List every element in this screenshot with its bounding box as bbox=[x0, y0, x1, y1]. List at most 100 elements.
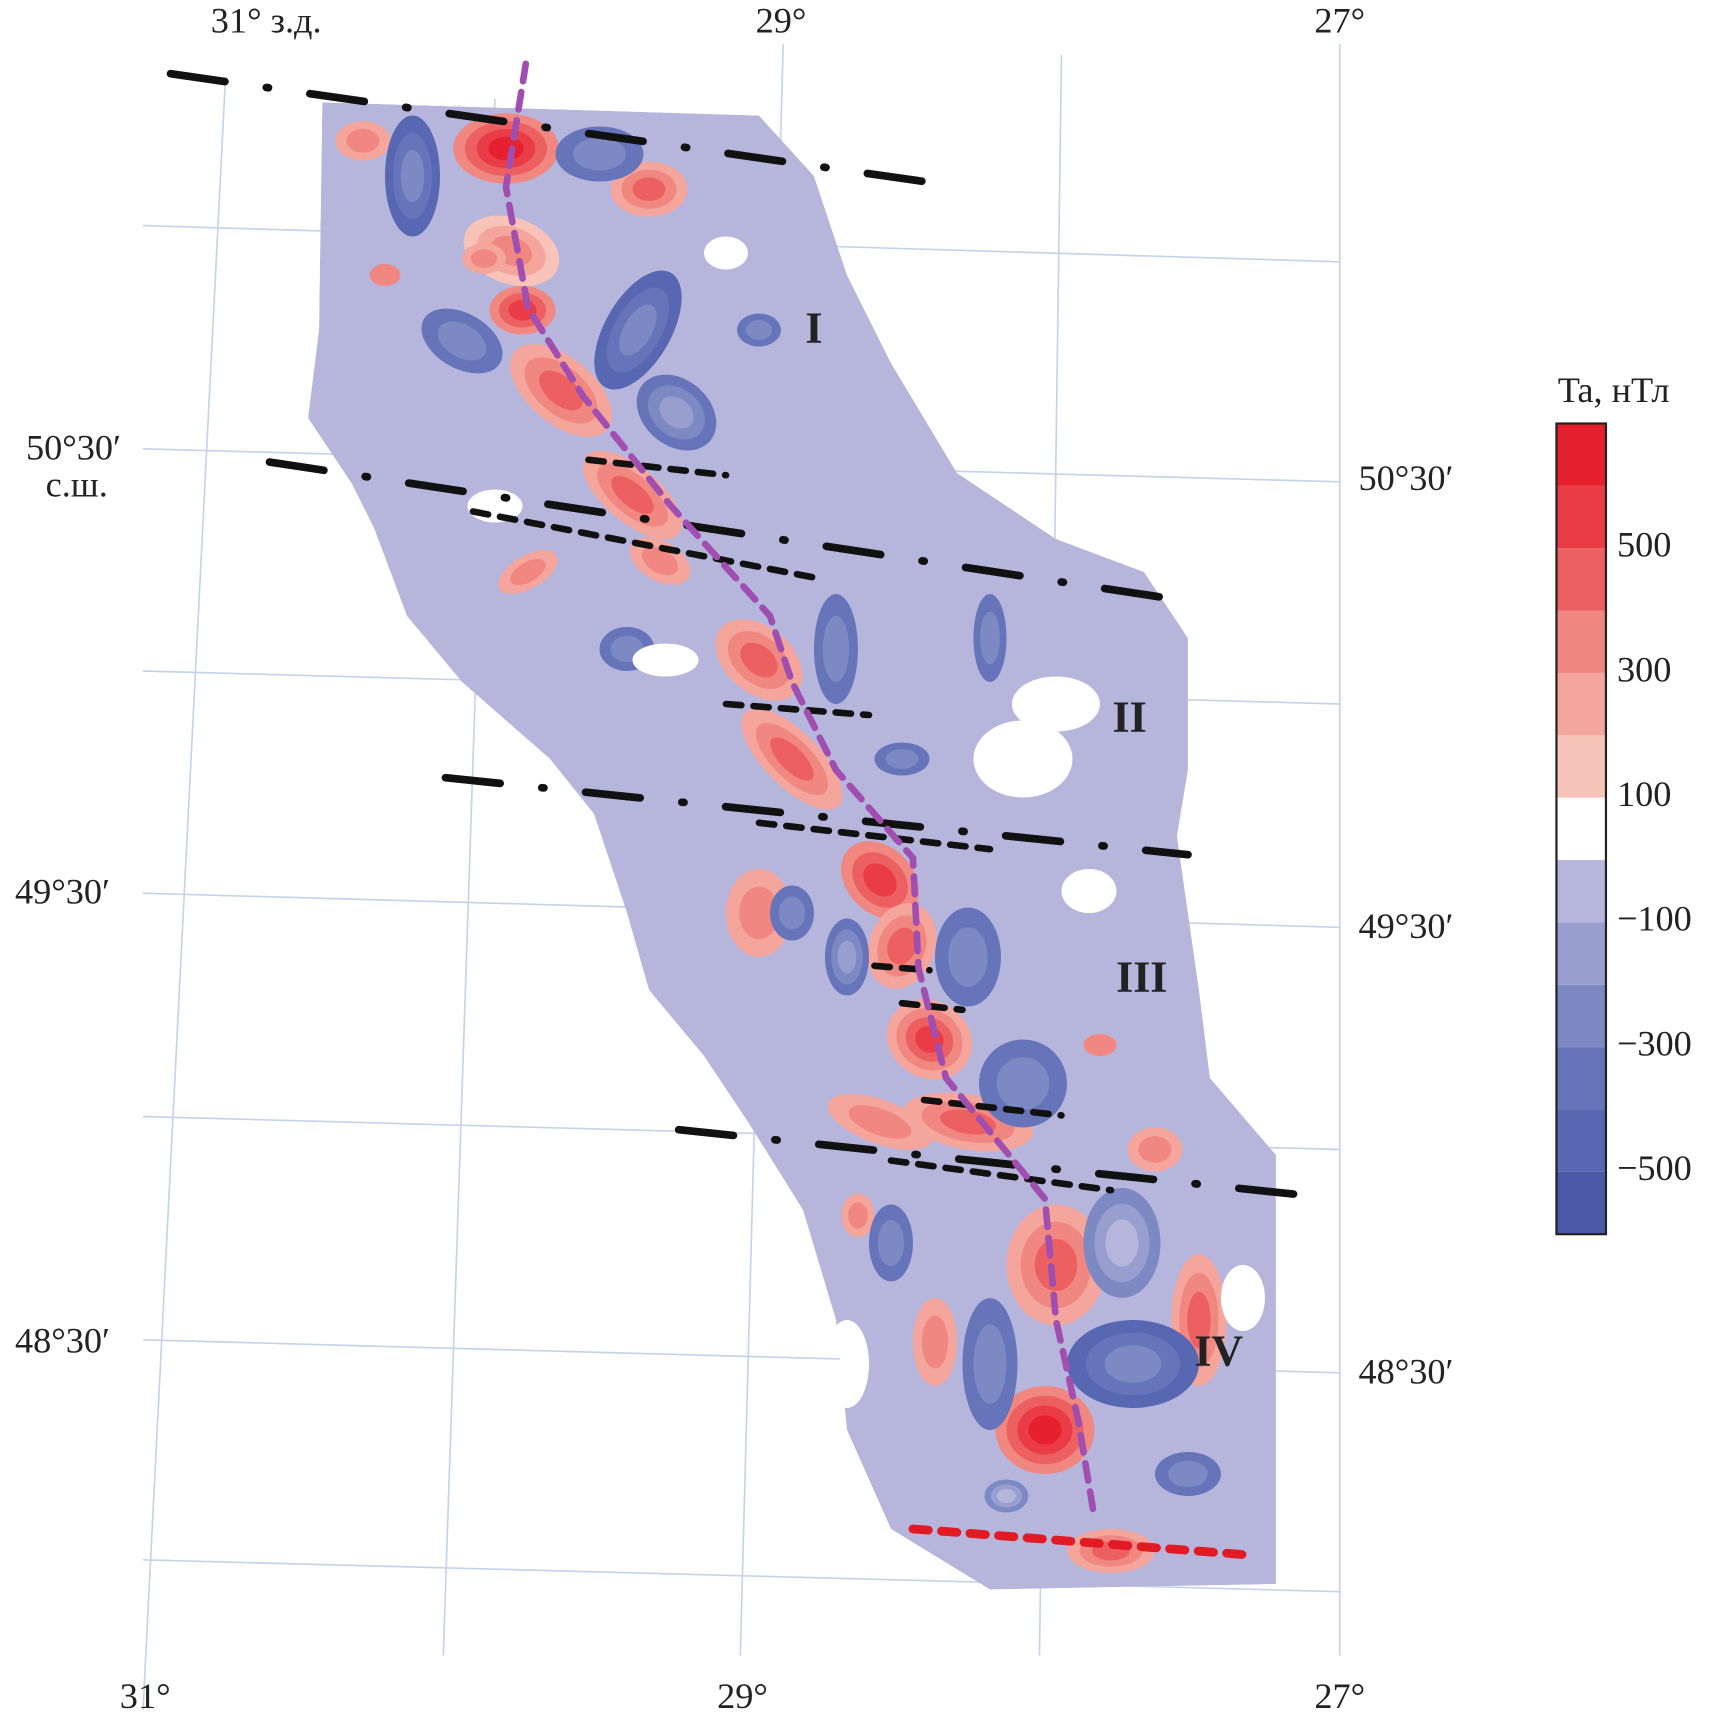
colorbar-tick-label: −100 bbox=[1617, 899, 1692, 939]
colorbar-tick-label: 500 bbox=[1617, 525, 1671, 565]
fault-segment bbox=[898, 999, 966, 1014]
anomaly-blob bbox=[837, 940, 857, 974]
lon-label: 27° bbox=[1314, 1, 1365, 41]
anomaly-blob bbox=[980, 611, 1000, 665]
anomaly-blob bbox=[1011, 676, 1100, 732]
colorbar-tick-label: 300 bbox=[1617, 649, 1671, 689]
anomaly-blob bbox=[1034, 1239, 1078, 1291]
colorbar-tick-label: −300 bbox=[1617, 1023, 1692, 1063]
anomaly-blob bbox=[973, 1324, 1007, 1404]
anomaly-blob bbox=[611, 476, 654, 514]
lat-label: 50°30′ bbox=[1358, 458, 1453, 498]
fault-line bbox=[674, 1125, 1313, 1200]
anomaly-blob bbox=[1028, 1415, 1062, 1445]
axial-zone bbox=[502, 60, 1098, 1522]
colorbar-band bbox=[1556, 1047, 1606, 1110]
fault-line bbox=[166, 69, 928, 186]
colorbar: Ta, нТл 500 300 100 −100 −300 −500 bbox=[1555, 370, 1692, 1236]
anomaly-field bbox=[307, 102, 1276, 1590]
anomaly-blob bbox=[973, 720, 1073, 798]
colorbar-band bbox=[1556, 423, 1606, 486]
lon-label: 31° з.д. bbox=[211, 1, 322, 41]
region-label: III bbox=[1116, 952, 1167, 1001]
fault-segment bbox=[469, 508, 818, 581]
colorbar-band bbox=[1556, 485, 1606, 549]
lat-label: 49°30′ bbox=[15, 872, 110, 912]
colorbar-band bbox=[1556, 735, 1606, 798]
anomaly-blob bbox=[641, 546, 679, 576]
anomaly-blob bbox=[848, 1105, 912, 1139]
anomaly-blob bbox=[921, 1315, 949, 1369]
anomaly-blob bbox=[996, 1057, 1050, 1110]
anomaly-blob bbox=[488, 136, 524, 161]
anomaly-blob bbox=[848, 1202, 868, 1229]
colorbar-tick-label: −500 bbox=[1617, 1148, 1692, 1188]
anomaly-blob bbox=[1138, 1136, 1172, 1163]
anomaly-blob bbox=[632, 643, 699, 677]
lat-label: 48°30′ bbox=[1358, 1351, 1453, 1391]
anomaly-blob bbox=[539, 370, 583, 411]
anomaly-blob bbox=[369, 264, 401, 287]
colorbar-band bbox=[1556, 610, 1606, 673]
fault-segment bbox=[920, 1096, 1065, 1119]
transform-trace bbox=[908, 1524, 1259, 1560]
anomaly-blob bbox=[887, 927, 917, 965]
anomaly-blob bbox=[659, 396, 694, 429]
anomaly-blob bbox=[400, 150, 425, 202]
anomaly-blob bbox=[863, 863, 897, 897]
fault-line bbox=[265, 458, 1203, 607]
fault-segment bbox=[722, 700, 873, 719]
anomaly-blob bbox=[1168, 1460, 1208, 1488]
lon-label: 27° bbox=[1314, 1676, 1365, 1716]
anomaly-blob bbox=[940, 1109, 996, 1135]
fault-segment bbox=[887, 1157, 1115, 1194]
anomaly-blob bbox=[632, 177, 666, 202]
region-label: I bbox=[805, 303, 822, 352]
colorbar-band bbox=[1556, 1171, 1606, 1235]
anomaly-blob bbox=[619, 304, 657, 356]
anomaly-blob bbox=[1104, 1345, 1162, 1383]
colorbar-tick-label: 100 bbox=[1617, 774, 1671, 814]
region-label: IV bbox=[1194, 1326, 1243, 1375]
colorbar-band bbox=[1556, 672, 1606, 736]
anomaly-blob bbox=[1105, 1219, 1139, 1267]
fault-segment bbox=[585, 456, 730, 479]
anomaly-blob bbox=[822, 616, 850, 683]
anomaly-blob bbox=[739, 886, 779, 940]
anomaly-blob bbox=[1220, 1264, 1265, 1331]
anomaly-blob bbox=[1187, 1291, 1211, 1349]
colorbar-band bbox=[1556, 797, 1606, 861]
anomaly-blob bbox=[997, 1488, 1016, 1504]
anomaly-blob bbox=[885, 749, 919, 769]
lon-label: 31° bbox=[120, 1676, 171, 1716]
lon-label: 29° bbox=[717, 1676, 768, 1716]
anomaly-blob bbox=[877, 1219, 905, 1267]
anomaly-blob bbox=[770, 737, 814, 781]
colorbar-title: Ta, нТл bbox=[1558, 370, 1670, 410]
colorbar-band bbox=[1556, 548, 1606, 611]
lat-label: 49°30′ bbox=[1358, 906, 1453, 946]
colorbar-band bbox=[1556, 922, 1606, 985]
region-label: II bbox=[1113, 693, 1147, 742]
colorbar-band bbox=[1556, 984, 1606, 1048]
anomaly-blob bbox=[824, 1319, 869, 1408]
anomaly-blob bbox=[703, 236, 748, 270]
lon-label: 29° bbox=[756, 1, 807, 41]
anomaly-blob bbox=[740, 642, 778, 678]
lat-label: с.ш. bbox=[46, 465, 108, 505]
lat-label: 50°30′ bbox=[26, 427, 121, 467]
lat-label: 48°30′ bbox=[15, 1321, 110, 1361]
anomaly-blob bbox=[1061, 868, 1117, 913]
anomaly-blob bbox=[510, 558, 546, 586]
anomaly-blob bbox=[470, 249, 498, 268]
anomaly-blob bbox=[437, 321, 487, 361]
anomaly-blob bbox=[573, 137, 626, 171]
colorbar-frame bbox=[1555, 422, 1608, 1236]
anomaly-blob bbox=[948, 927, 988, 987]
anomaly-blob bbox=[1083, 1033, 1117, 1056]
anomaly-blob bbox=[346, 128, 380, 153]
colorbar-band bbox=[1556, 860, 1606, 923]
colorbar-band bbox=[1556, 1109, 1606, 1172]
anomaly-blob bbox=[778, 896, 806, 930]
